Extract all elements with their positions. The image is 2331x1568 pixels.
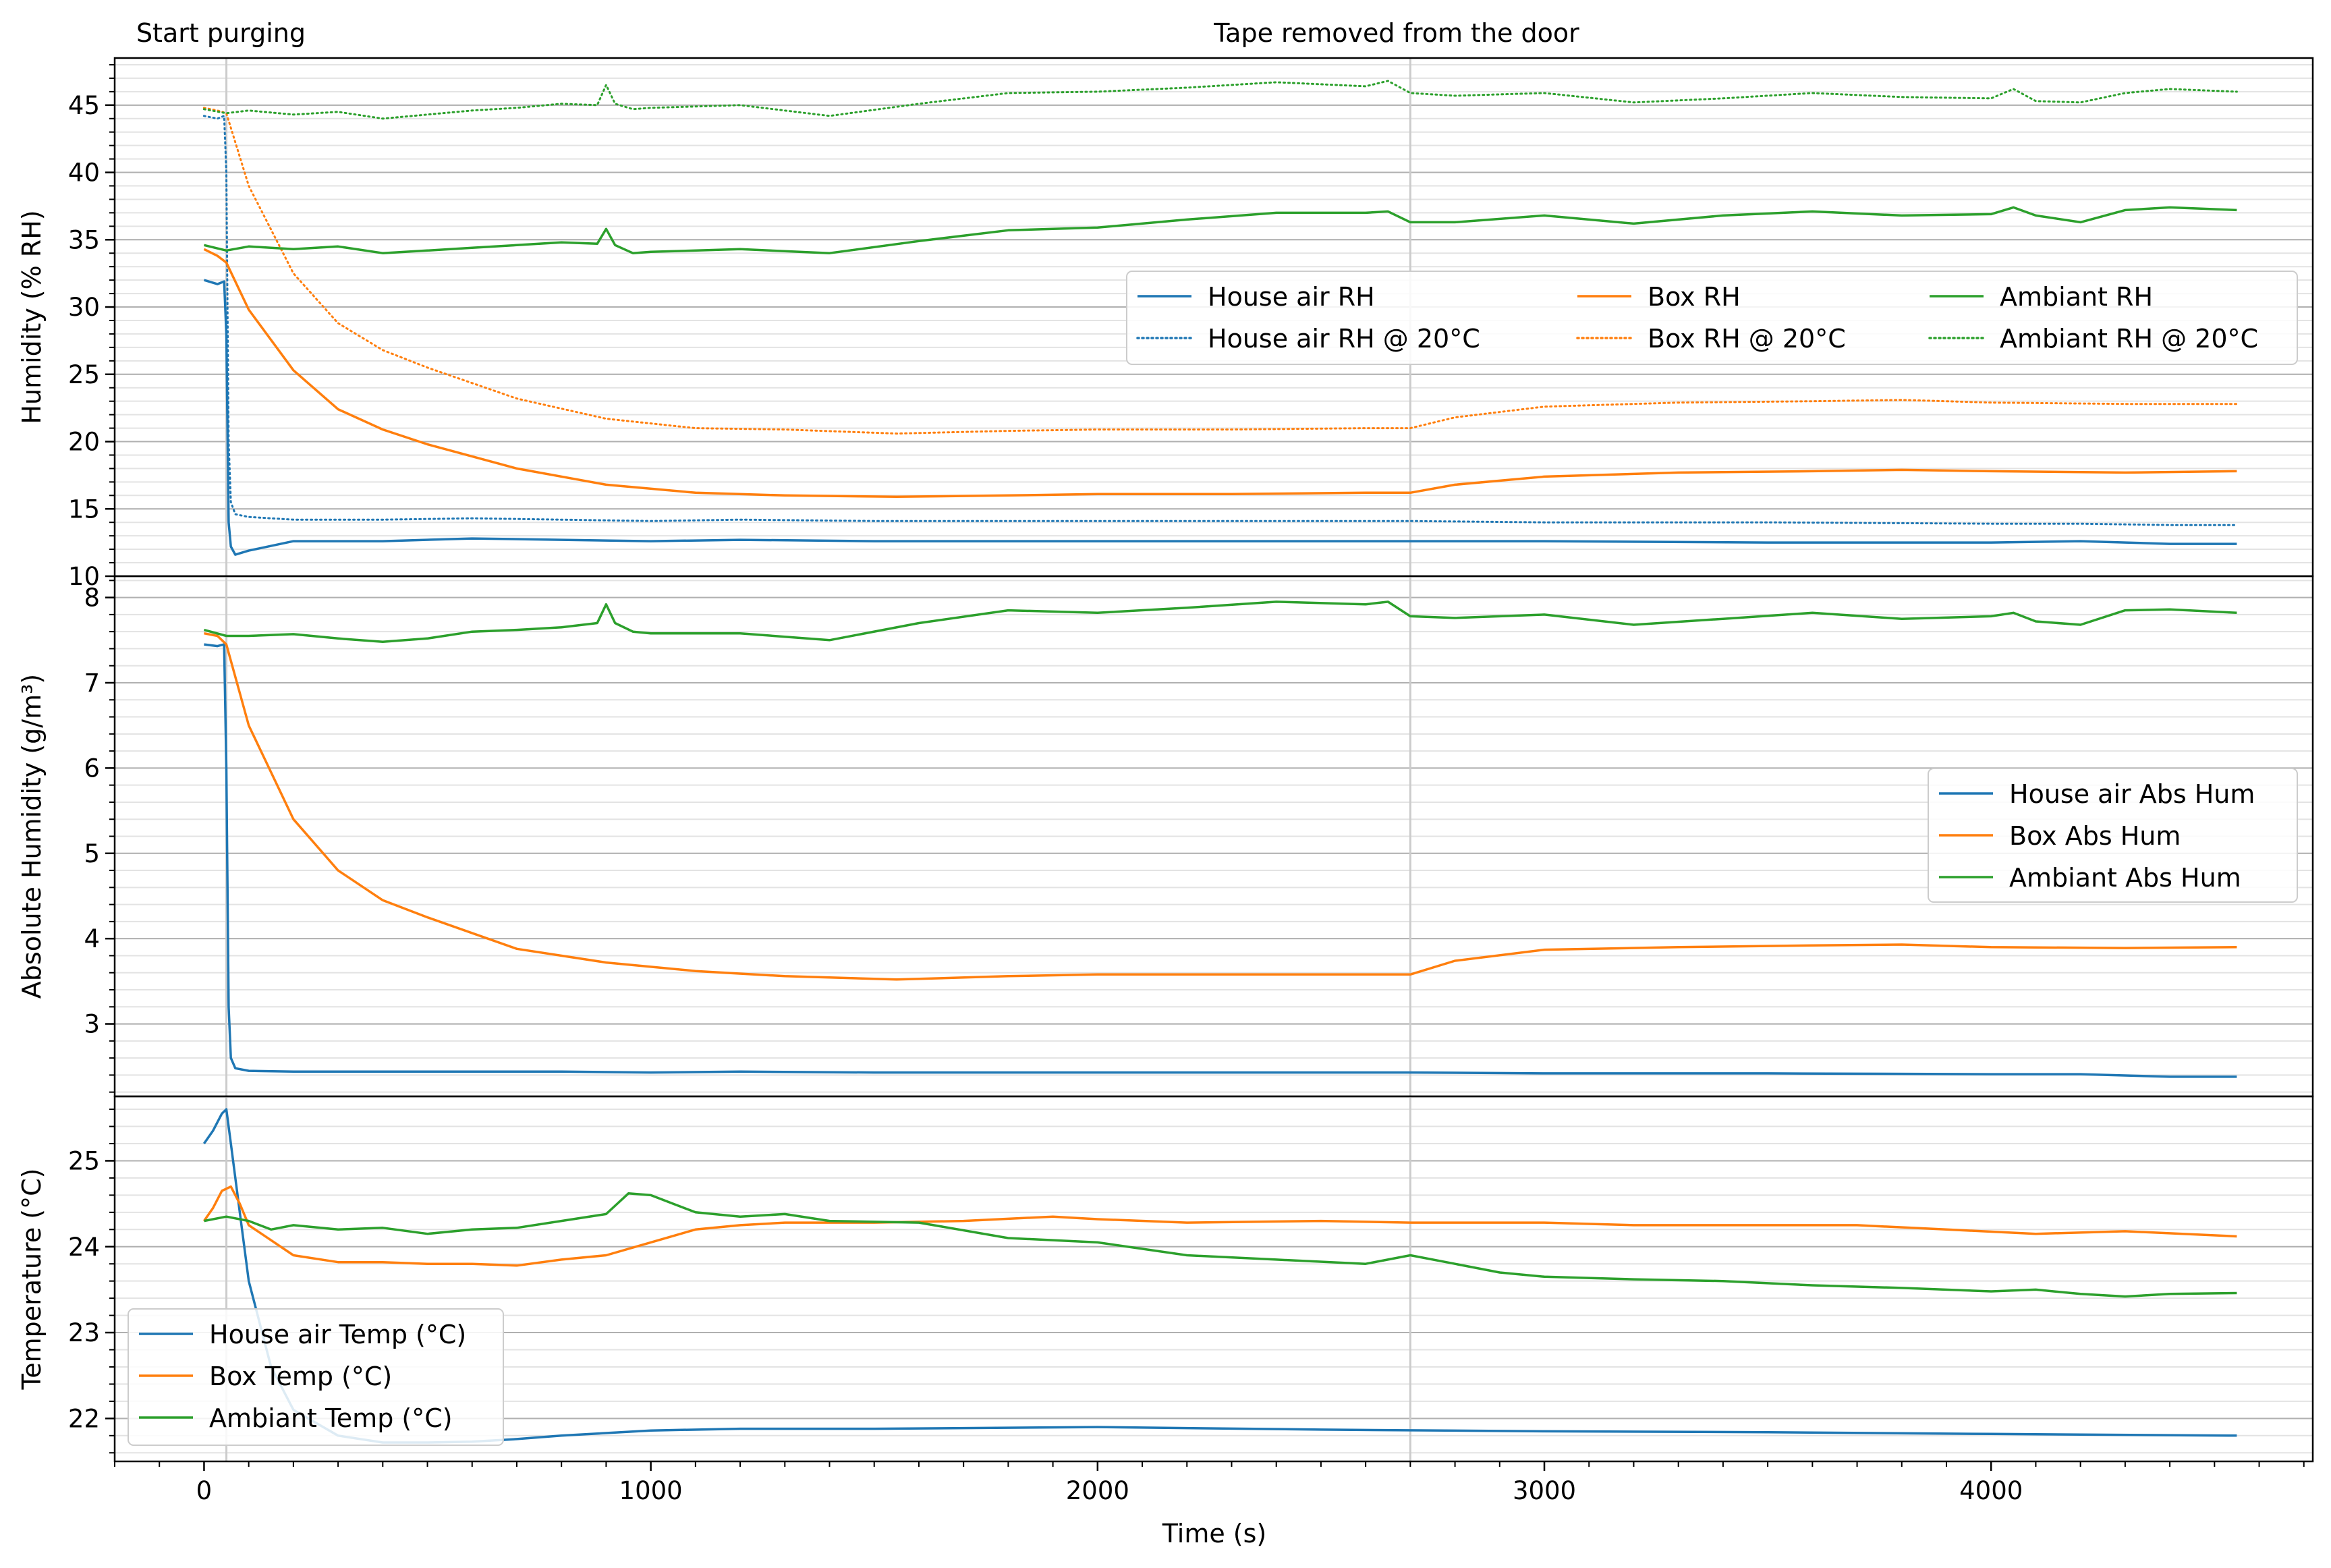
legend-label: Ambiant Abs Hum (2009, 863, 2241, 893)
series-line (204, 1192, 2237, 1298)
x-tick-label: 3000 (1513, 1476, 1576, 1505)
series-line (202, 1185, 2237, 1267)
legend-label: Box Temp (°C) (209, 1362, 392, 1391)
humidity-legend: House air RH House air RH @ 20°C Box RH Box… (1126, 271, 2298, 365)
abs-humidity-y-tick-label: 3 (84, 1010, 100, 1039)
legend-label: Box RH @ 20°C (1648, 324, 1846, 354)
x-axis-title: Time (s) (1162, 1519, 1267, 1548)
series-line (203, 600, 2237, 644)
temperature-y-axis-title: Temperature (°C) (17, 1169, 47, 1391)
abs-humidity-y-tick-label: 5 (84, 839, 100, 868)
humidity-series-group (202, 80, 2238, 556)
legend-label: Ambiant Temp (°C) (209, 1403, 453, 1433)
legend-box (128, 1308, 504, 1446)
temperature-series-group (202, 1108, 2237, 1444)
x-tick-label: 2000 (1066, 1476, 1129, 1505)
series-line (203, 248, 2237, 499)
annotation-start-purging: Start purging (136, 18, 306, 48)
abs-humidity-y-tick-label: 6 (84, 754, 100, 783)
humidity-y-tick-label: 10 (68, 562, 100, 591)
legend-box (1928, 768, 2298, 903)
x-axis: 0 1000 2000 3000 4000 (114, 1461, 2305, 1505)
temperature-y-tick-label: 25 (68, 1146, 100, 1175)
series-line (204, 643, 2237, 1078)
series-line (202, 107, 2238, 435)
temperature-frame (113, 1095, 2314, 1463)
annotation-tape-removed: Tape removed from the door (1213, 18, 1579, 48)
series-line (202, 1108, 2237, 1444)
series-line (203, 206, 2237, 254)
temperature-y-tick-label: 23 (68, 1318, 100, 1347)
series-line (204, 632, 2237, 981)
humidity-y-tick-label: 15 (68, 495, 100, 524)
temperature-y-tick-label: 22 (68, 1404, 100, 1433)
legend-label: Box Abs Hum (2009, 821, 2181, 851)
series-line (203, 279, 2237, 556)
x-tick-label: 0 (196, 1476, 213, 1505)
legend-label: House air Abs Hum (2009, 779, 2255, 809)
abs-humidity-legend: House air Abs Hum Box Abs Hum Ambiant Abs … (1928, 768, 2298, 903)
humidity-y-tick-label: 20 (68, 428, 100, 457)
abs-humidity-y-tick-label: 4 (84, 924, 100, 953)
humidity-y-axis: 10 15 20 25 30 35 40 45 (68, 91, 2313, 591)
x-tick-label: 1000 (619, 1476, 683, 1505)
humidity-y-tick-label: 45 (68, 91, 100, 120)
humidity-y-tick-label: 30 (68, 293, 100, 322)
humidity-y-tick-label: 40 (68, 159, 100, 188)
x-tick-label: 4000 (1959, 1476, 2023, 1505)
legend-label: House air RH @ 20°C (1208, 324, 1480, 354)
temperature-legend: House air Temp (°C) Box Temp (°C) Ambiant … (128, 1308, 504, 1446)
abs-humidity-y-tick-label: 8 (84, 584, 100, 613)
humidity-y-axis-title: Humidity (% RH) (17, 210, 47, 424)
legend-label: Ambiant RH (2000, 282, 2153, 312)
absolute-humidity-panel: 3 4 5 6 7 8 Absolute Humidity (g/m³) House air … (17, 575, 2314, 1098)
legend-label: Ambiant RH @ 20°C (2000, 324, 2258, 354)
humidity-y-tick-label: 35 (68, 225, 100, 254)
temperature-y-tick-label: 24 (68, 1233, 100, 1262)
temperature-panel: 22 23 24 25 Temperature (°C) House air Temp (… (17, 1095, 2314, 1463)
series-line (202, 80, 2238, 120)
legend-box (1126, 271, 2298, 365)
abs-humidity-y-axis-title: Absolute Humidity (g/m³) (17, 674, 47, 999)
series-line (202, 115, 2238, 526)
humidity-y-tick-label: 25 (68, 360, 100, 389)
humidity-rh-panel: 10 15 20 25 30 35 40 45 Humidity (% RH) House air… (17, 57, 2314, 591)
legend-label: Box RH (1648, 282, 1741, 312)
legend-label: House air Temp (°C) (209, 1320, 466, 1349)
abs-humidity-series-group (203, 600, 2237, 1078)
legend-label: House air RH (1208, 282, 1375, 312)
abs-humidity-y-tick-label: 7 (84, 669, 100, 698)
